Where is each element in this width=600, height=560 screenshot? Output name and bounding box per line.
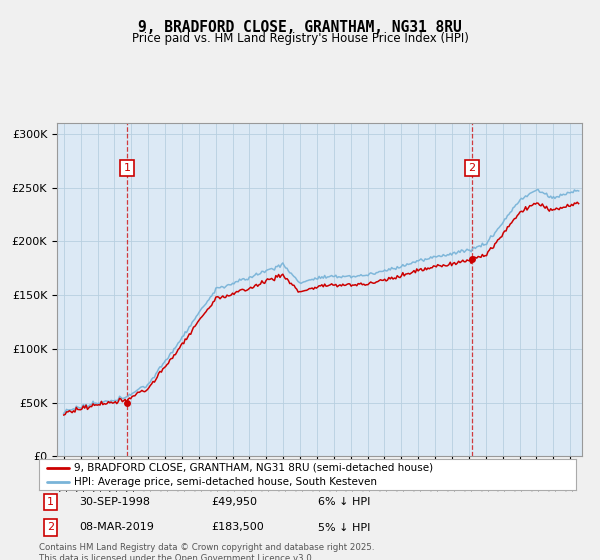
- Text: 6% ↓ HPI: 6% ↓ HPI: [318, 497, 371, 507]
- Text: 9, BRADFORD CLOSE, GRANTHAM, NG31 8RU (semi-detached house): 9, BRADFORD CLOSE, GRANTHAM, NG31 8RU (s…: [74, 463, 433, 473]
- Text: 9, BRADFORD CLOSE, GRANTHAM, NG31 8RU: 9, BRADFORD CLOSE, GRANTHAM, NG31 8RU: [138, 20, 462, 35]
- Text: 2: 2: [469, 164, 475, 174]
- Text: 1: 1: [124, 164, 131, 174]
- Text: 1: 1: [47, 497, 55, 507]
- Text: Contains HM Land Registry data © Crown copyright and database right 2025.
This d: Contains HM Land Registry data © Crown c…: [39, 543, 374, 560]
- Text: Price paid vs. HM Land Registry's House Price Index (HPI): Price paid vs. HM Land Registry's House …: [131, 32, 469, 45]
- Text: HPI: Average price, semi-detached house, South Kesteven: HPI: Average price, semi-detached house,…: [74, 477, 377, 487]
- Text: £183,500: £183,500: [211, 522, 263, 533]
- Text: 2: 2: [47, 522, 55, 533]
- Text: 08-MAR-2019: 08-MAR-2019: [79, 522, 154, 533]
- Text: £49,950: £49,950: [211, 497, 257, 507]
- Text: 30-SEP-1998: 30-SEP-1998: [79, 497, 150, 507]
- Text: 5% ↓ HPI: 5% ↓ HPI: [318, 522, 371, 533]
